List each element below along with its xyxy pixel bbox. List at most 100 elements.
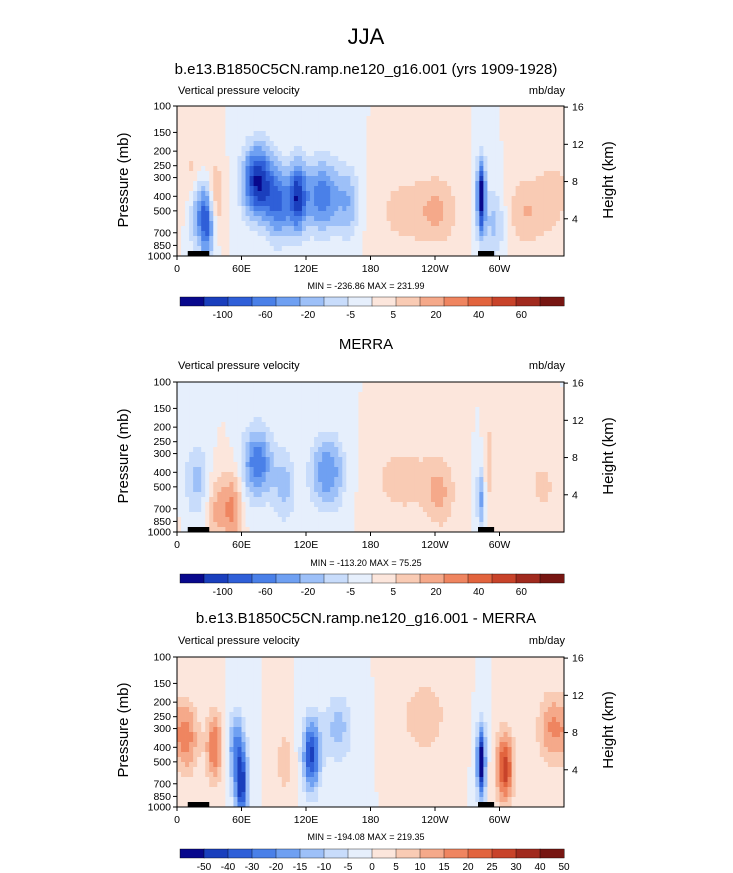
contour-cell [531,407,537,413]
contour-cell [181,206,186,212]
contour-cell [269,442,275,448]
contour-cell [185,487,190,493]
contour-cell [346,387,351,393]
contour-cell [354,472,359,478]
contour-cell [443,206,448,212]
contour-cell [233,131,238,137]
contour-cell [435,447,440,453]
contour-cell [225,382,230,388]
contour-cell [326,472,331,478]
contour-cell [205,427,210,433]
contour-cell [301,161,307,167]
contour-cell [402,126,408,132]
contour-cell [551,191,557,197]
contour-cell [555,452,561,458]
contour-cell [205,402,210,408]
contour-cell [193,452,198,458]
contour-cell [507,126,512,132]
contour-cell [539,437,545,443]
contour-cell [213,392,218,398]
contour-cell [435,201,440,207]
contour-cell [398,136,404,142]
contour-cell [209,156,214,162]
contour-cell [475,442,480,448]
contour-cell [306,106,311,112]
contour-cell [451,412,456,418]
contour-cell [261,427,267,433]
contour-cell [233,387,238,393]
contour-cell [451,166,456,172]
x-tick-label: 120W [421,263,449,275]
contour-cell [398,226,404,232]
contour-cell [531,412,537,418]
contour-cell [551,457,557,463]
contour-cell [499,201,504,207]
contour-cell [289,467,295,473]
contour-cell [515,477,521,483]
contour-cell [531,211,537,217]
contour-cell [322,216,327,222]
contour-cell [435,402,440,408]
contour-cell [310,452,315,458]
contour-cell [177,176,182,182]
contour-cell [559,437,565,443]
contour-cell [334,482,339,488]
contour-cell [245,171,250,177]
contour-cell [241,191,246,197]
contour-cell [221,191,226,197]
contour-cell [310,412,315,418]
contour-cell [459,156,464,162]
contour-cell [201,121,206,127]
contour-cell [459,417,464,423]
contour-cell [467,171,472,177]
contour-cell [257,211,263,217]
contour-cell [185,196,190,202]
contour-cell [422,196,428,202]
contour-cell [443,236,448,242]
contour-cell [539,442,545,448]
contour-cell [181,211,186,217]
contour-cell [555,422,561,428]
contour-cell [535,206,541,212]
contour-cell [378,226,383,232]
contour-cell [535,191,541,197]
contour-cell [233,472,238,478]
contour-cell [430,121,436,127]
contour-cell [507,472,512,478]
contour-cell [358,442,363,448]
contour-cell [418,427,424,433]
contour-cell [499,156,504,162]
contour-cell [386,126,392,132]
contour-cell [406,151,412,157]
contour-cell [362,226,367,232]
contour-cell [555,482,561,488]
contour-cell [491,136,496,142]
contour-cell [386,221,392,227]
contour-cell [430,452,436,458]
contour-cell [386,106,392,112]
contour-cell [382,201,388,207]
contour-cell [177,186,182,192]
contour-cell [507,442,512,448]
contour-cell [253,111,259,117]
contour-cell [443,181,448,187]
contour-cell [281,462,287,468]
contour-cell [483,241,488,247]
contour-cell [297,151,303,157]
contour-cell [475,387,480,393]
contour-cell [350,482,355,488]
contour-cell [193,246,198,252]
contour-cell [362,231,367,237]
contour-cell [273,176,279,182]
contour-cell [189,392,194,398]
contour-cell [475,171,480,177]
contour-cell [443,246,448,252]
contour-cell [350,236,355,242]
contour-cell [551,226,557,232]
contour-cell [527,196,533,202]
contour-cell [269,211,275,217]
contour-cell [285,442,291,448]
contour-cell [181,171,186,177]
contour-cell [374,392,379,398]
contour-cell [455,196,460,202]
